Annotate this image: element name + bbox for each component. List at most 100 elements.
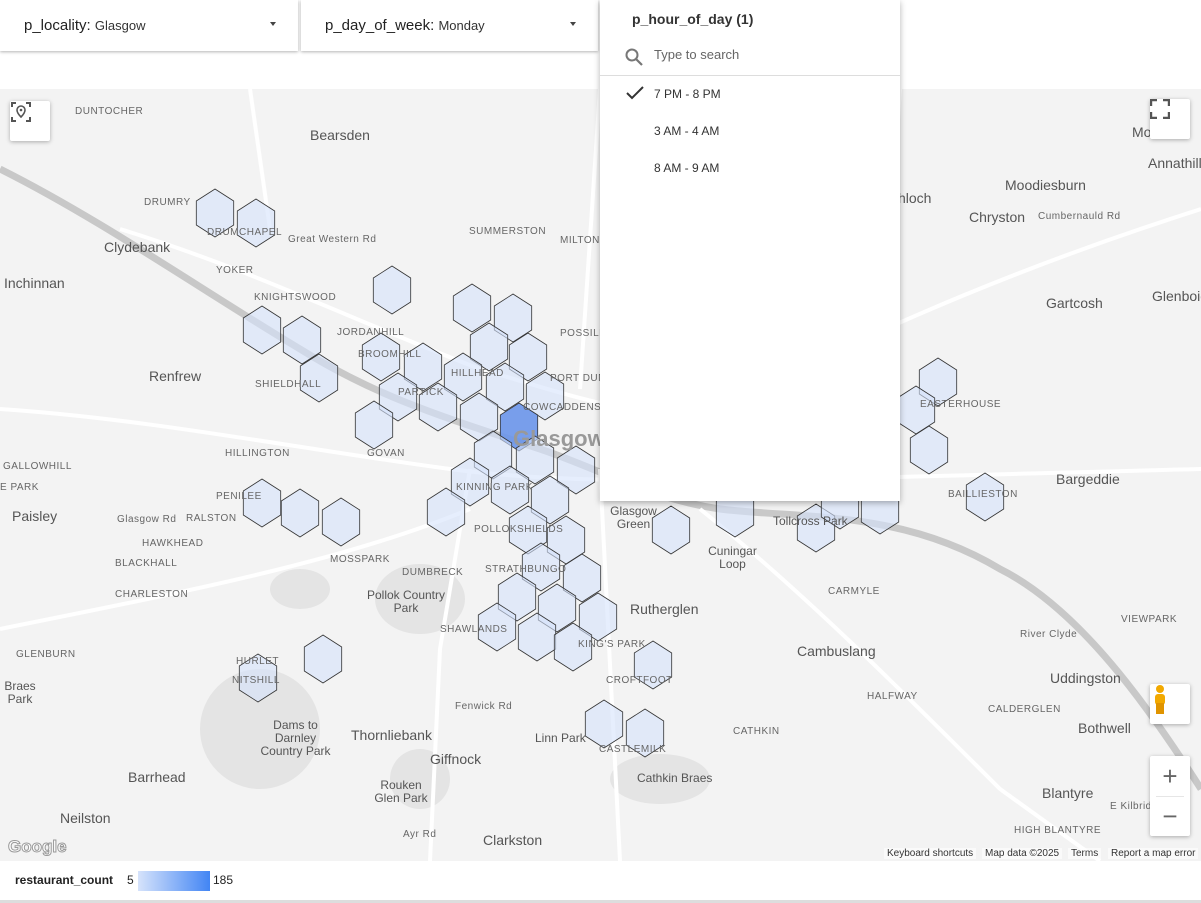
hexbin-cell[interactable] [242, 305, 282, 355]
hexbin-cell[interactable] [651, 505, 691, 555]
fullscreen-icon [1150, 99, 1170, 119]
hexbin-cell[interactable] [477, 602, 517, 652]
hexbin-cell[interactable] [515, 435, 555, 485]
hexbin-cell[interactable] [303, 634, 343, 684]
hexbin-cell[interactable] [299, 353, 339, 403]
area-label: VIEWPARK [1121, 614, 1178, 625]
area-label: HIGH BLANTYRE [1014, 825, 1102, 836]
hexbin-cell[interactable] [452, 283, 492, 333]
hexbin-cell[interactable] [530, 475, 570, 525]
place-label: Renfrew [149, 368, 202, 384]
day-of-week-filter[interactable]: p_day_of_week: Monday [301, 0, 598, 51]
area-label: EASTERHOUSE [920, 399, 1002, 410]
hexbin-cell[interactable] [378, 372, 418, 422]
hexbin-cell[interactable] [361, 332, 401, 382]
zoom-out-button[interactable]: − [1162, 800, 1178, 831]
hexbin-cell[interactable] [238, 653, 278, 703]
area-label: SHIELDHALL [255, 379, 322, 390]
area-label: GOVAN [367, 448, 405, 459]
area-label: POLLOKSHIELDS [474, 524, 564, 535]
dropdown-title: p_hour_of_day (1) [632, 11, 754, 27]
place-label: Bargeddie [1056, 471, 1120, 487]
search-input[interactable] [654, 47, 874, 62]
hexbin-cell[interactable] [493, 293, 533, 343]
report-map-error-link[interactable]: Report a map error [1108, 848, 1199, 859]
hexbin-cell[interactable] [242, 478, 282, 528]
option-7pm-8pm[interactable]: 7 PM - 8 PM [600, 76, 900, 113]
hexbin-cell[interactable] [418, 382, 458, 432]
place-label: Tollcross Park [773, 514, 848, 528]
hexbin-cell[interactable] [578, 592, 618, 642]
area-label: STRATHBUNGO [485, 564, 567, 575]
hexbin-cell[interactable] [490, 465, 530, 515]
hexbin-cell[interactable] [553, 622, 593, 672]
hexbin-cell[interactable] [521, 542, 561, 592]
colon: : [430, 17, 439, 34]
hour-of-day-dropdown: p_hour_of_day (1) 7 PM - 8 PM 3 AM - 4 A… [600, 0, 900, 501]
option-3am-4am[interactable]: 3 AM - 4 AM [600, 113, 900, 150]
area-label: CARMYLE [828, 586, 880, 597]
hexbin-cell[interactable] [321, 497, 361, 547]
hexbin-cell[interactable] [443, 352, 483, 402]
area-label: River Clyde [1020, 629, 1078, 640]
hexbin-cell[interactable] [195, 188, 235, 238]
hexbin-cell[interactable] [525, 371, 565, 421]
hexbin-cell[interactable] [372, 265, 412, 315]
keyboard-shortcuts-link[interactable]: Keyboard shortcuts [884, 848, 977, 859]
hexbin-cell[interactable] [497, 572, 537, 622]
hexbin-cell[interactable] [426, 487, 466, 537]
hexbin-cell[interactable] [625, 708, 665, 758]
area-label: JORDANHILL [337, 327, 405, 338]
place-label: Neilston [60, 810, 111, 826]
place-label: Bearsden [310, 127, 370, 143]
area-label: MOSSPARK [330, 554, 390, 565]
filter-label: p_day_of_week [325, 17, 431, 34]
street-view-pegman[interactable] [1150, 684, 1190, 724]
street-view-icon [1155, 685, 1165, 714]
hexbin-cell[interactable] [562, 553, 602, 603]
fullscreen-button[interactable] [1150, 99, 1190, 139]
hexbin-cell[interactable] [354, 400, 394, 450]
place-label: Glasgow Green [610, 504, 657, 532]
hexbin-cell[interactable] [485, 362, 525, 412]
locality-filter[interactable]: p_locality: Glasgow [0, 0, 298, 51]
place-label: Glasgow [513, 426, 605, 451]
area-label: CASTLEMILK [599, 744, 667, 755]
area-label: MILTON [560, 235, 600, 246]
hexbin-cell[interactable] [556, 445, 596, 495]
hexbin-cell[interactable] [715, 488, 755, 538]
place-label: Moodiesburn [1005, 177, 1086, 193]
filter-label: p_locality [24, 17, 87, 34]
legend-max: 185 [213, 873, 234, 887]
hexbin-cell[interactable] [236, 198, 276, 248]
area-label: POSSILPARK [560, 328, 628, 339]
place-label: Inchinnan [4, 275, 65, 291]
hexbin-cell[interactable] [517, 612, 557, 662]
option-label: 8 AM - 9 AM [654, 161, 720, 175]
search-icon [625, 48, 643, 66]
hexbin-cell[interactable] [584, 699, 624, 749]
zoom-in-button[interactable]: + [1162, 761, 1178, 791]
hexbin-cell[interactable] [508, 332, 548, 382]
area-label: PENILEE [216, 491, 262, 502]
hexbin-cell[interactable] [909, 425, 949, 475]
area-label: CALDERGLEN [988, 704, 1061, 715]
place-label: Chryston [969, 209, 1026, 225]
hexbin-cell[interactable] [633, 640, 673, 690]
place-label: Dams to Darnley Country Park [260, 718, 331, 759]
terms-link[interactable]: Terms [1068, 848, 1102, 859]
option-8am-9am[interactable]: 8 AM - 9 AM [600, 150, 900, 187]
caret-down-icon [270, 22, 276, 26]
locate-button[interactable] [10, 101, 50, 141]
hexbin-cell[interactable] [403, 342, 443, 392]
hexbin-cell[interactable] [282, 315, 322, 365]
area-label: E PARK [0, 482, 39, 493]
legend-gradient [138, 871, 210, 891]
hexbin-cell[interactable] [280, 488, 320, 538]
area-label: Cumbernauld Rd [1038, 211, 1121, 222]
hexbin-cell[interactable] [469, 322, 509, 372]
place-label: Rouken Glen Park [374, 778, 428, 806]
place-label: Blantyre [1042, 785, 1094, 801]
hexbin-cell[interactable] [965, 472, 1005, 522]
hexbin-cell[interactable] [450, 457, 490, 507]
